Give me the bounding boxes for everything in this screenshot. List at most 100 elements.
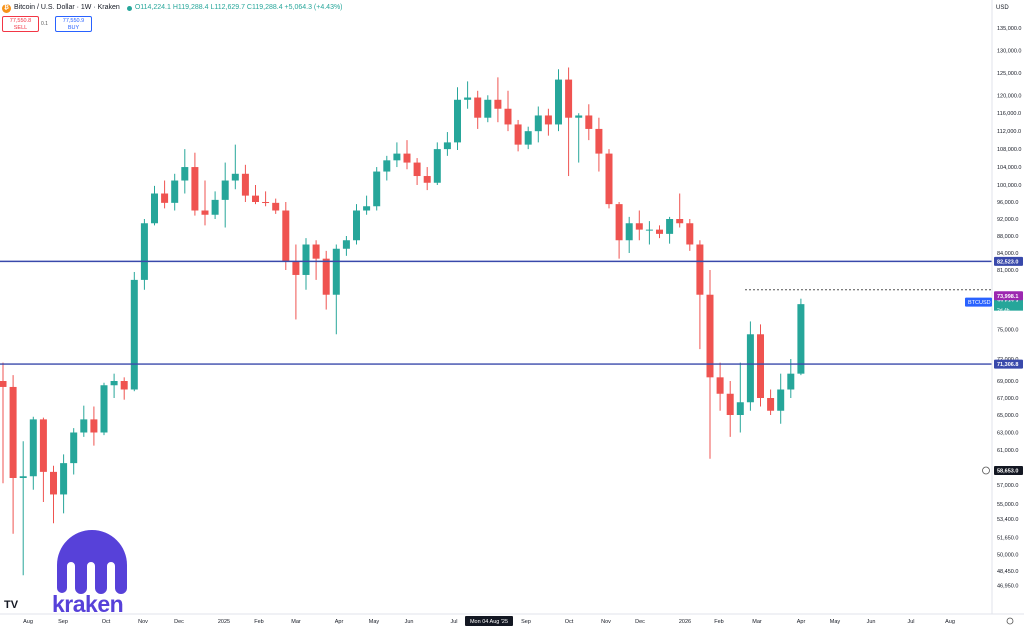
currency-label[interactable]: USD bbox=[996, 5, 1009, 11]
time-tick-label: Apr bbox=[797, 619, 806, 625]
candle-body bbox=[716, 377, 724, 394]
candle-body bbox=[272, 202, 280, 211]
tradingview-logo[interactable]: TV bbox=[4, 599, 19, 611]
candle-body bbox=[433, 149, 441, 183]
candle-body bbox=[757, 334, 764, 398]
time-axis[interactable]: Aug Sep Oct Nov Dec 2025 Feb Mar Apr May Jun Jul Mon… bbox=[0, 613, 1024, 626]
time-tick-label: May bbox=[830, 619, 841, 625]
buy-button[interactable]: 77,550.9 BUY bbox=[55, 16, 92, 32]
time-tick-label: Aug bbox=[23, 619, 33, 625]
price-tick-label: 48,450.0 bbox=[997, 569, 1018, 575]
candle-body bbox=[181, 167, 189, 181]
candle-body bbox=[110, 381, 118, 386]
candle-body bbox=[161, 193, 169, 203]
price-tick-label: 116,000.0 bbox=[997, 111, 1021, 117]
candle bbox=[70, 428, 78, 475]
candle bbox=[474, 90, 482, 129]
candle bbox=[302, 238, 310, 290]
candle bbox=[282, 202, 290, 270]
candle bbox=[393, 142, 401, 168]
price-tick-label: 46,950.0 bbox=[997, 583, 1018, 589]
candle bbox=[130, 271, 138, 392]
candle bbox=[9, 375, 17, 534]
spread-value: 0.1 bbox=[41, 21, 48, 27]
candle bbox=[666, 216, 674, 244]
time-tick-label: Nov bbox=[138, 619, 148, 625]
candle bbox=[423, 167, 431, 191]
candle bbox=[696, 240, 704, 350]
candle bbox=[433, 142, 441, 185]
line-price-tag: 82,523.0 bbox=[994, 256, 1023, 266]
countdown-bg bbox=[994, 301, 1023, 311]
candle-body bbox=[70, 432, 78, 464]
candle bbox=[504, 90, 512, 132]
price-axis[interactable]: 135,000.0 130,000.0 125,000.0 120,000.0 116,… bbox=[965, 0, 1023, 614]
candle-body bbox=[504, 108, 512, 125]
candle-body bbox=[211, 199, 219, 215]
candle-body bbox=[726, 393, 734, 415]
candle-body bbox=[342, 240, 350, 249]
candle bbox=[211, 191, 219, 219]
add-alert-icon bbox=[982, 466, 990, 475]
time-tick-label: Mar bbox=[291, 619, 301, 625]
time-tick-label: Nov bbox=[601, 619, 611, 625]
market-status-icon bbox=[126, 5, 132, 11]
time-tick-label: Feb bbox=[254, 619, 263, 625]
symbol-tag: BTCUSD bbox=[965, 297, 992, 307]
candle-body bbox=[767, 398, 775, 411]
kraken-logo-text: kraken bbox=[52, 591, 124, 617]
candle-body bbox=[454, 99, 461, 143]
candle-body bbox=[666, 219, 674, 234]
time-tick-label: Jul bbox=[450, 619, 457, 625]
candle-body bbox=[625, 223, 633, 241]
candle bbox=[514, 119, 522, 152]
line-price-tag-text: 82,523.0 bbox=[997, 259, 1018, 265]
candle-body bbox=[423, 176, 431, 183]
price-tick-label: 65,000.0 bbox=[997, 413, 1018, 419]
time-tick-label: Jul bbox=[907, 619, 914, 625]
candle bbox=[322, 250, 330, 310]
time-tick-label: Jun bbox=[405, 619, 414, 625]
symbol-title[interactable]: Bitcoin / U.S. Dollar · 1W · Kraken bbox=[14, 4, 120, 11]
candle-body bbox=[221, 180, 229, 200]
sell-button[interactable]: 77,550.8 SELL bbox=[2, 16, 39, 32]
price-tick-label: 63,000.0 bbox=[997, 431, 1018, 437]
candle-body bbox=[706, 294, 714, 378]
price-tick-label: 69,000.0 bbox=[997, 379, 1018, 385]
candle bbox=[403, 140, 411, 170]
candle bbox=[221, 162, 229, 228]
time-tick-label: 2025 bbox=[218, 619, 230, 625]
buy-label: BUY bbox=[67, 25, 80, 31]
time-tick-label: Dec bbox=[635, 619, 645, 625]
horizontal-lines-layer bbox=[0, 260, 992, 365]
symbol-tag-text: BTCUSD bbox=[968, 300, 991, 306]
candle-body bbox=[645, 229, 653, 231]
candle-body bbox=[9, 386, 17, 478]
candle bbox=[615, 202, 623, 259]
candle bbox=[50, 465, 57, 524]
candle bbox=[312, 240, 320, 280]
price-tick-label: 84,000.0 bbox=[997, 251, 1018, 257]
price-tick-label: 61,000.0 bbox=[997, 448, 1018, 454]
crosshair-time-bg bbox=[465, 616, 513, 626]
candle-body bbox=[686, 223, 694, 245]
candle-body bbox=[151, 193, 158, 224]
time-tick-label: Jun bbox=[867, 619, 876, 625]
candle bbox=[151, 185, 158, 226]
price-tick-label: 96,000.0 bbox=[997, 200, 1018, 206]
candle bbox=[676, 193, 684, 228]
candle bbox=[757, 324, 764, 407]
candle bbox=[726, 381, 734, 437]
marker-tag-text: 58,653.0 bbox=[997, 469, 1018, 475]
candle bbox=[353, 204, 360, 245]
candle bbox=[110, 373, 118, 398]
candle-body bbox=[555, 79, 562, 125]
candle-body bbox=[201, 210, 209, 215]
kraken-logo bbox=[57, 530, 127, 594]
price-tick-label: 50,000.0 bbox=[997, 553, 1018, 559]
candle bbox=[484, 95, 492, 123]
candle-body bbox=[676, 219, 684, 224]
price-tick-label: 75,000.0 bbox=[997, 327, 1018, 333]
candle-body bbox=[191, 167, 199, 211]
